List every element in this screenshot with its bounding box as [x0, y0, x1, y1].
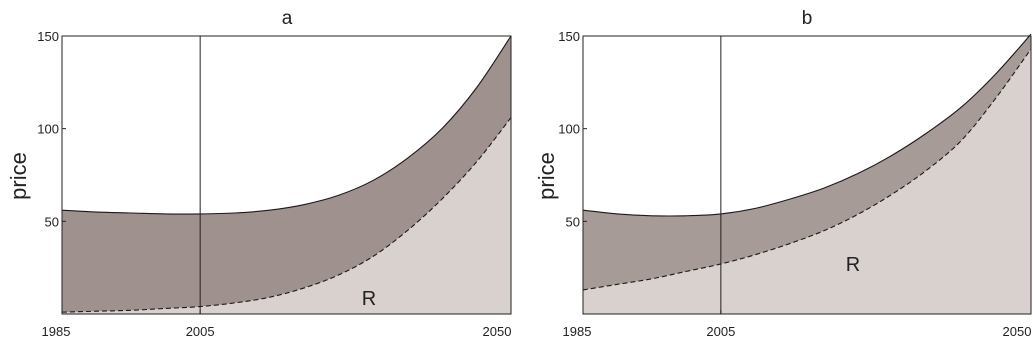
chart-panel-b: 50 100 150 1985 2005 2050 b price R: [534, 8, 1032, 339]
plot-frame-b: [582, 35, 1032, 315]
y-tick-label-a: 50: [45, 214, 59, 229]
line-layer-b: [582, 33, 1032, 291]
y-tick-label-b: 50: [566, 214, 580, 229]
y-tick-label-b: 100: [558, 122, 580, 137]
upper-band-area-a: [62, 36, 511, 313]
panel-b-title: b: [802, 8, 813, 29]
upper-band-area-b: [583, 34, 1031, 290]
x-tick-label-a: 1985: [42, 324, 71, 339]
x-tick-label-a: 2050: [483, 324, 512, 339]
panel-a-title: a: [282, 8, 293, 29]
lower-region-area-a: [62, 117, 511, 314]
x-tick-label-a: 2005: [186, 324, 215, 339]
axes-layer-b: 50 100 150 1985 2005 2050: [558, 29, 1032, 339]
line-layer-a: [61, 35, 512, 313]
plot-frame-a: [61, 35, 512, 315]
chart-panel-a: 50 100 150 1985 2005 2050 a price R: [6, 8, 512, 339]
series-line-dashed-b: [582, 48, 1032, 291]
panel-b-region-label: R: [846, 254, 860, 276]
x-tick-label-b: 2005: [706, 324, 735, 339]
y-tick-label-a: 150: [37, 29, 59, 44]
panel-b-y-axis-label: price: [534, 152, 559, 200]
x-tick-label-b: 1985: [563, 324, 592, 339]
lower-region-area-b: [583, 48, 1031, 314]
panel-a-y-axis-label: price: [6, 152, 31, 200]
series-line-dashed-a: [61, 117, 512, 313]
series-line-solid-a: [61, 35, 512, 215]
area-layer-a: [62, 36, 511, 314]
axes-layer-a: 50 100 150 1985 2005 2050: [37, 29, 512, 339]
series-line-solid-b: [582, 33, 1032, 217]
panel-a-region-label: R: [362, 288, 376, 310]
area-layer-b: [583, 34, 1031, 314]
y-tick-label-a: 100: [37, 122, 59, 137]
y-tick-label-b: 150: [558, 29, 580, 44]
x-tick-label-b: 2050: [1003, 324, 1032, 339]
